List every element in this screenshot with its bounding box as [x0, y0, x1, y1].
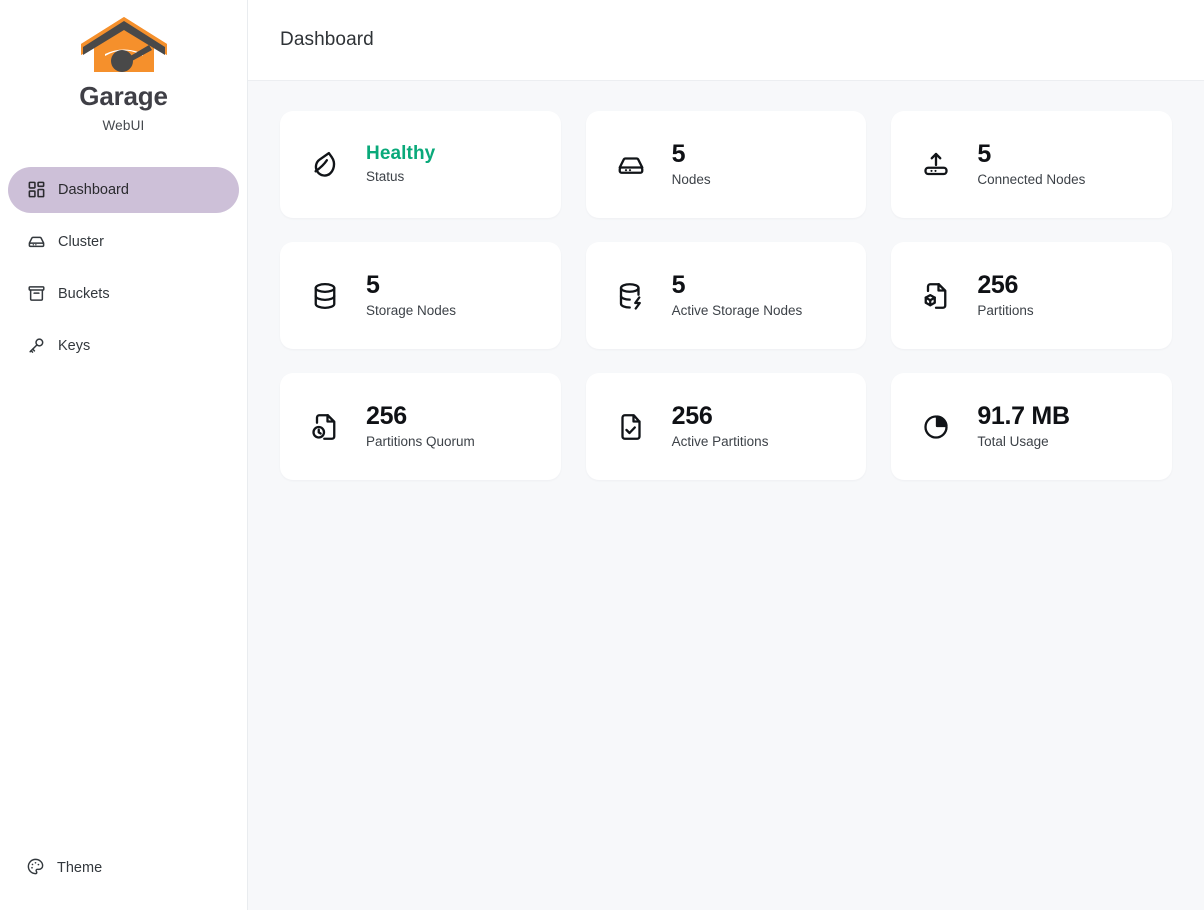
stat-label: Active Partitions: [671, 433, 769, 449]
stat-value: 256: [977, 270, 1019, 299]
theme-button-label: Theme: [57, 860, 103, 876]
stat-label: Total Usage: [977, 433, 1049, 449]
sidebar-item-label: Buckets: [58, 285, 110, 302]
stat-card-status: Healthy Status: [280, 111, 561, 218]
sidebar-item-dashboard[interactable]: Dashboard: [8, 166, 239, 213]
pie-chart-icon: [919, 410, 953, 444]
page-title: Dashboard: [280, 29, 374, 50]
stat-text: 256 Partitions Quorum: [366, 401, 475, 450]
garage-logo-icon: [77, 14, 171, 76]
stat-label: Partitions: [977, 302, 1034, 318]
stat-value: 256: [366, 401, 407, 430]
stat-card-active-partitions: 256 Active Partitions: [585, 373, 867, 480]
stat-value: 256: [671, 401, 713, 430]
leaf-icon: [308, 148, 342, 182]
file-check-icon: [614, 410, 648, 444]
sidebar-item-cluster[interactable]: Cluster: [8, 219, 239, 265]
stat-label: Nodes: [671, 171, 711, 187]
hard-drive-upload-icon: [919, 148, 953, 182]
theme-button[interactable]: Theme: [8, 848, 239, 888]
grid-icon: [26, 180, 46, 200]
stat-text: 256 Active Partitions: [671, 401, 769, 450]
stat-label: Connected Nodes: [977, 171, 1086, 187]
sidebar-nav: Dashboard Cluster: [0, 166, 247, 375]
stat-text: Healthy Status: [366, 144, 435, 185]
stat-label: Storage Nodes: [366, 302, 457, 318]
sidebar: Garage WebUI Dashboard: [0, 0, 248, 910]
sidebar-item-keys[interactable]: Keys: [8, 323, 239, 369]
sidebar-item-buckets[interactable]: Buckets: [8, 271, 239, 317]
stat-text: 5 Storage Nodes: [366, 270, 457, 319]
stat-card-storage-nodes: 5 Storage Nodes: [280, 242, 561, 349]
stat-card-partitions: 256 Partitions: [891, 242, 1172, 349]
stat-card-active-storage-nodes: 5 Active Storage Nodes: [585, 242, 867, 349]
stat-label: Status: [366, 168, 405, 184]
stat-value: 91.7 MB: [977, 401, 1070, 430]
stat-card-connected-nodes: 5 Connected Nodes: [891, 111, 1172, 218]
dashboard-content: Healthy Status 5: [248, 81, 1204, 910]
main-area: Dashboard Healthy Status: [248, 0, 1204, 910]
hard-drive-icon: [26, 232, 46, 252]
stat-value: 5: [366, 270, 380, 299]
stat-text: 5 Connected Nodes: [977, 139, 1086, 188]
stat-value: 5: [671, 270, 686, 299]
stat-card-grid: Healthy Status 5: [280, 111, 1172, 480]
topbar: Dashboard: [248, 0, 1204, 81]
sidebar-item-label: Cluster: [58, 233, 104, 250]
database-icon: [308, 279, 342, 313]
stat-value: 5: [671, 139, 686, 168]
stat-text: 256 Partitions: [977, 270, 1034, 319]
sidebar-spacer: [0, 375, 247, 848]
stat-label: Partitions Quorum: [366, 433, 475, 449]
key-icon: [26, 336, 46, 356]
stat-card-total-usage: 91.7 MB Total Usage: [891, 373, 1172, 480]
database-zap-icon: [614, 279, 648, 313]
sidebar-item-label: Keys: [58, 337, 91, 354]
stat-text: 5 Nodes: [671, 139, 711, 188]
stat-value: Healthy: [366, 143, 436, 165]
stat-text: 5 Active Storage Nodes: [671, 270, 803, 319]
stat-value: 5: [977, 139, 991, 168]
stat-text: 91.7 MB Total Usage: [977, 401, 1070, 450]
hard-drive-icon: [614, 148, 648, 182]
file-box-icon: [919, 279, 953, 313]
palette-icon: [26, 857, 45, 880]
stat-label: Active Storage Nodes: [671, 302, 803, 318]
brand-subtitle: WebUI: [102, 117, 145, 133]
stat-card-nodes: 5 Nodes: [585, 111, 867, 218]
file-clock-icon: [308, 410, 342, 444]
sidebar-item-label: Dashboard: [58, 181, 129, 198]
brand-name: Garage: [79, 81, 168, 111]
archive-box-icon: [26, 284, 46, 304]
brand: Garage WebUI: [0, 0, 247, 133]
stat-card-partitions-quorum: 256 Partitions Quorum: [280, 373, 561, 480]
